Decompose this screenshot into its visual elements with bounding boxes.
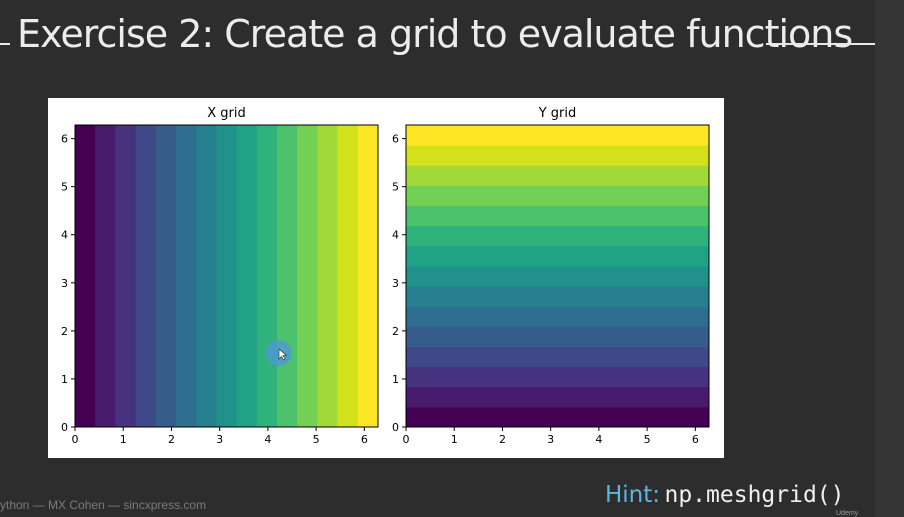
x-tick-label: 6 — [692, 433, 699, 446]
x-tick-label: 5 — [313, 433, 320, 446]
heatmap-band — [317, 125, 339, 427]
heatmap-band — [406, 406, 709, 428]
plot-frame — [74, 124, 379, 428]
y-tick-label: 3 — [392, 277, 399, 290]
heatmap-band — [115, 125, 137, 427]
y-tick-label: 5 — [61, 181, 68, 194]
heatmap-band — [236, 125, 258, 427]
heatmap-band — [406, 326, 709, 347]
y-tick-label: 1 — [61, 373, 68, 386]
heatmap-band — [406, 265, 709, 287]
x-tick-label: 4 — [264, 433, 271, 446]
heatmap-band — [95, 125, 116, 427]
hint-label: Hint: — [605, 482, 661, 508]
x-tick-label: 3 — [216, 433, 223, 446]
x-tick-label: 0 — [72, 433, 79, 446]
heatmap-band — [406, 165, 709, 186]
hint: Hint: np.meshgrid() — [605, 482, 845, 508]
title-rule-left — [0, 43, 10, 45]
heatmap-band — [406, 125, 709, 146]
heatmap-band — [406, 306, 709, 327]
x-tick-label: 6 — [361, 433, 368, 446]
y-tick-label: 0 — [392, 421, 399, 434]
heatmap-band — [256, 125, 278, 427]
y-tick-label: 4 — [392, 229, 399, 242]
heatmap-band — [406, 386, 709, 408]
heatmap-band — [406, 366, 709, 388]
x-tick-label: 2 — [168, 433, 175, 446]
heatmap-band — [406, 286, 709, 307]
title-row: Exercise 2: Create a grid to evaluate fu… — [0, 10, 875, 60]
x-tick-label: 5 — [644, 433, 651, 446]
x-tick-label: 1 — [120, 433, 127, 446]
heatmap-band — [406, 245, 709, 267]
heatmap-band — [277, 125, 298, 427]
title-rule-right — [766, 43, 875, 45]
heatmap-band — [337, 125, 359, 427]
heatmap-band — [297, 125, 318, 427]
slide-title: Exercise 2: Create a grid to evaluate fu… — [17, 12, 853, 56]
heatmap-band — [406, 205, 709, 227]
x-tick-label: 4 — [595, 433, 602, 446]
panel-title: X grid — [207, 106, 246, 121]
figure: X grid 0 1 2 3 4 5 6 0 1 2 3 4 5 6 Y grid 0 1 2 3 4 5 6 0 1 2 3 4 5 6 — [48, 98, 724, 458]
heatmap-band — [406, 346, 709, 368]
y-tick-label: 3 — [61, 277, 68, 290]
mouse-pointer-icon — [278, 348, 288, 361]
heatmap-band — [216, 125, 238, 427]
y-tick-label: 5 — [392, 181, 399, 194]
y-tick-label: 2 — [61, 325, 68, 338]
plot-frame — [405, 124, 710, 428]
heatmap-band — [406, 225, 709, 247]
heatmap-band — [357, 125, 379, 427]
y-tick-label: 1 — [392, 373, 399, 386]
y-tick-label: 6 — [392, 133, 399, 146]
heatmap-band — [176, 125, 197, 427]
y-tick-label: 4 — [61, 229, 68, 242]
watermark-text: Udemy — [836, 510, 859, 517]
meshgrid-figure: X grid 0 1 2 3 4 5 6 0 1 2 3 4 5 6 Y grid 0 1 2 3 4 5 6 0 1 2 3 4 5 6 — [61, 106, 710, 446]
heatmap-band — [135, 125, 157, 427]
heatmap-band — [406, 145, 709, 166]
y-tick-label: 0 — [61, 421, 68, 434]
y-tick-label: 2 — [392, 325, 399, 338]
heatmap-band — [406, 185, 709, 207]
y-tick-label: 6 — [61, 133, 68, 146]
heatmap-band — [196, 125, 217, 427]
x-tick-label: 1 — [451, 433, 458, 446]
heatmap-band — [75, 125, 96, 427]
x-tick-label: 3 — [547, 433, 554, 446]
x-tick-label: 2 — [499, 433, 506, 446]
slide: Exercise 2: Create a grid to evaluate fu… — [0, 10, 875, 517]
scrollbar[interactable] — [875, 0, 904, 517]
x-tick-label: 0 — [403, 433, 410, 446]
hint-code: np.meshgrid() — [664, 482, 845, 508]
panel-title: Y grid — [538, 106, 577, 121]
heatmap-band — [155, 125, 177, 427]
footer-credit: ython — MX Cohen — sincxpress.com — [0, 498, 207, 512]
